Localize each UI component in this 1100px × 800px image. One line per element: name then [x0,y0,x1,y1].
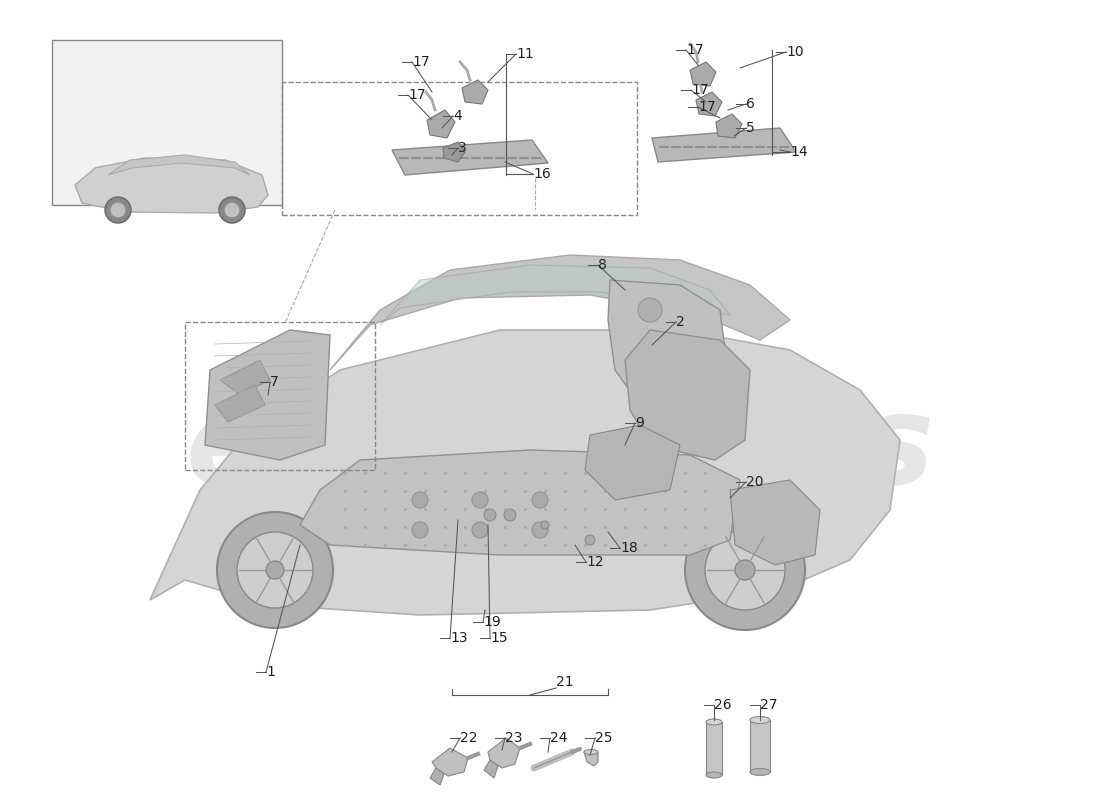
Text: since 1985: since 1985 [472,526,688,594]
Circle shape [412,492,428,508]
Polygon shape [150,330,900,615]
Text: 17: 17 [686,43,704,57]
Text: 17: 17 [691,83,708,97]
Circle shape [638,298,662,322]
Text: 27: 27 [760,698,778,712]
Polygon shape [488,738,520,768]
Polygon shape [716,114,742,138]
Circle shape [236,532,314,608]
Circle shape [224,202,240,218]
Polygon shape [330,255,790,370]
Circle shape [532,492,548,508]
Ellipse shape [706,719,722,725]
Circle shape [104,197,131,223]
Polygon shape [652,128,796,162]
Circle shape [735,560,755,580]
Text: 17: 17 [408,88,426,102]
Circle shape [685,510,805,630]
Circle shape [541,521,549,529]
Polygon shape [443,142,465,162]
Circle shape [412,522,428,538]
Ellipse shape [750,717,770,723]
Ellipse shape [584,750,598,754]
Circle shape [585,535,595,545]
Text: a passion for parts: a passion for parts [378,466,742,554]
Text: 7: 7 [270,375,278,389]
Polygon shape [214,385,265,422]
Text: 12: 12 [586,555,604,569]
Polygon shape [379,265,730,325]
Text: 18: 18 [620,541,638,555]
Polygon shape [392,140,548,175]
Polygon shape [696,92,722,116]
Circle shape [219,197,245,223]
Polygon shape [108,155,250,175]
Text: 13: 13 [450,631,468,645]
Text: 3: 3 [458,141,466,155]
Polygon shape [430,768,444,785]
Circle shape [705,530,785,610]
Text: 26: 26 [714,698,732,712]
Polygon shape [585,425,680,500]
Text: 1: 1 [266,665,275,679]
Circle shape [504,509,516,521]
Text: 2: 2 [676,315,684,329]
Polygon shape [462,80,488,104]
Polygon shape [432,748,468,776]
Text: 20: 20 [746,475,763,489]
Bar [282,82,637,215]
Polygon shape [484,760,498,778]
Circle shape [484,509,496,521]
Text: 5: 5 [746,121,755,135]
Text: 24: 24 [550,731,568,745]
Circle shape [110,202,126,218]
Text: 10: 10 [786,45,804,59]
Circle shape [217,512,333,628]
Text: 11: 11 [516,47,534,61]
Polygon shape [706,722,722,775]
Bar [52,40,282,205]
Polygon shape [730,480,820,565]
Polygon shape [690,62,716,86]
Circle shape [472,522,488,538]
Polygon shape [75,158,268,213]
Polygon shape [300,450,740,555]
Text: 15: 15 [490,631,507,645]
Text: 14: 14 [790,145,807,159]
Text: 25: 25 [595,731,613,745]
Text: 4: 4 [453,109,462,123]
Circle shape [532,522,548,538]
Text: 23: 23 [505,731,522,745]
Polygon shape [584,752,598,766]
Text: 21: 21 [556,675,573,689]
Text: 16: 16 [534,167,551,181]
Text: 19: 19 [483,615,500,629]
Polygon shape [608,280,730,415]
Polygon shape [750,720,770,772]
Text: 9: 9 [635,416,643,430]
Text: eurotorres: eurotorres [186,390,935,510]
Circle shape [266,561,284,579]
Text: 17: 17 [412,55,430,69]
Text: 22: 22 [460,731,477,745]
Polygon shape [220,360,270,395]
Polygon shape [427,110,455,138]
Ellipse shape [706,772,722,778]
Text: 8: 8 [598,258,607,272]
Text: 17: 17 [698,100,716,114]
Polygon shape [205,330,330,460]
Bar [185,322,375,470]
Polygon shape [625,330,750,460]
Ellipse shape [750,769,770,775]
Circle shape [472,492,488,508]
Text: 6: 6 [746,97,755,111]
